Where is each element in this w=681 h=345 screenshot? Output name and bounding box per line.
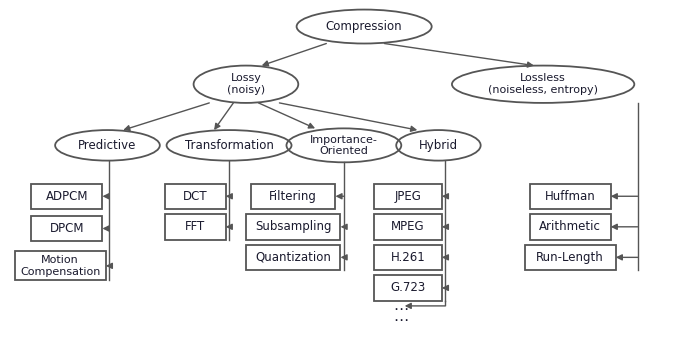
Text: ⋯: ⋯ [394,303,409,317]
Text: Lossless
(noiseless, entropy): Lossless (noiseless, entropy) [488,73,598,95]
Text: ADPCM: ADPCM [46,190,89,203]
Text: Predictive: Predictive [78,139,137,152]
Text: Run-Length: Run-Length [536,251,604,264]
Text: Compression: Compression [326,20,402,33]
Text: ⋯: ⋯ [394,313,409,328]
Text: Importance-
Oriented: Importance- Oriented [310,135,378,156]
Text: Lossy
(noisy): Lossy (noisy) [227,73,265,95]
Text: G.723: G.723 [390,282,426,294]
Text: Subsampling: Subsampling [255,220,332,233]
Text: Arithmetic: Arithmetic [539,220,601,233]
Text: DPCM: DPCM [50,222,84,235]
Text: FFT: FFT [185,220,206,233]
Text: Hybrid: Hybrid [419,139,458,152]
Text: MPEG: MPEG [391,220,425,233]
Text: Motion
Compensation: Motion Compensation [20,255,100,277]
Text: H.261: H.261 [391,251,426,264]
Text: Quantization: Quantization [255,251,331,264]
Text: DCT: DCT [183,190,208,203]
Text: Huffman: Huffman [545,190,595,203]
Text: JPEG: JPEG [394,190,422,203]
Text: Transformation: Transformation [185,139,274,152]
Text: Filtering: Filtering [269,190,317,203]
